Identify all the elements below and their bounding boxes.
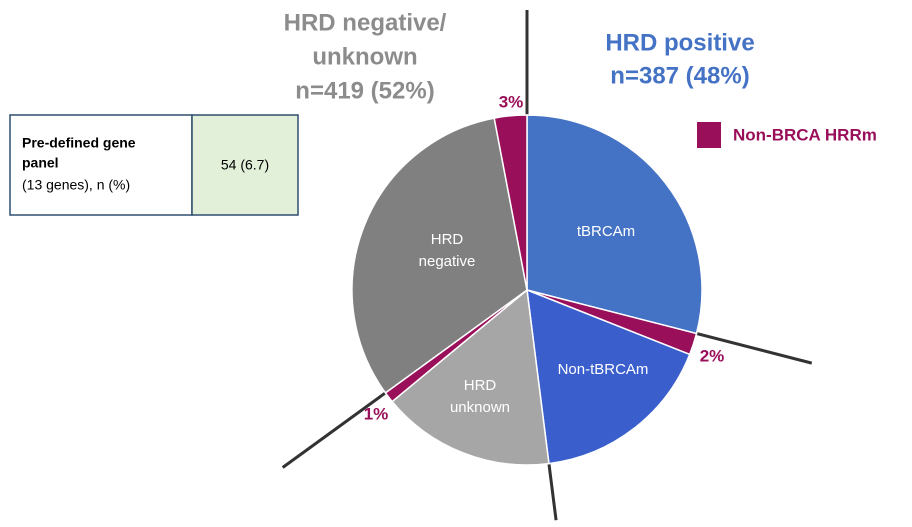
- slice-label: negative: [419, 253, 476, 270]
- table-value-cell: [191, 114, 299, 216]
- table-label: Pre-defined gene: [22, 135, 136, 151]
- legend-label: Non-BRCA HRRm: [733, 125, 877, 144]
- slice-label: HRD: [431, 231, 464, 248]
- pie-slice: [526, 114, 703, 335]
- legend-swatch: [697, 122, 721, 148]
- table-label: panel: [22, 155, 59, 171]
- pie-slice: [391, 288, 550, 466]
- table-value: 54 (6.7): [221, 157, 269, 173]
- header: HRD negative/: [284, 9, 447, 36]
- slice-label: Non-tBRCAm: [558, 361, 649, 378]
- slice-label: unknown: [450, 399, 510, 416]
- value-label: 2%: [700, 346, 725, 365]
- pie-slice: [493, 114, 528, 291]
- slice-label: HRD: [464, 377, 497, 394]
- slice-label: tBRCAm: [577, 223, 635, 240]
- header: HRD positive: [605, 29, 754, 56]
- value-label: 3%: [499, 92, 524, 111]
- pie-slice: [526, 288, 691, 465]
- value-label: 1%: [364, 404, 389, 423]
- pie-slice: [351, 117, 528, 394]
- header: n=419 (52%): [295, 77, 434, 104]
- table-label: (13 genes), n (%): [22, 177, 130, 193]
- table-label-cell: [9, 114, 193, 216]
- header: unknown: [312, 43, 417, 70]
- header: n=387 (48%): [610, 62, 749, 89]
